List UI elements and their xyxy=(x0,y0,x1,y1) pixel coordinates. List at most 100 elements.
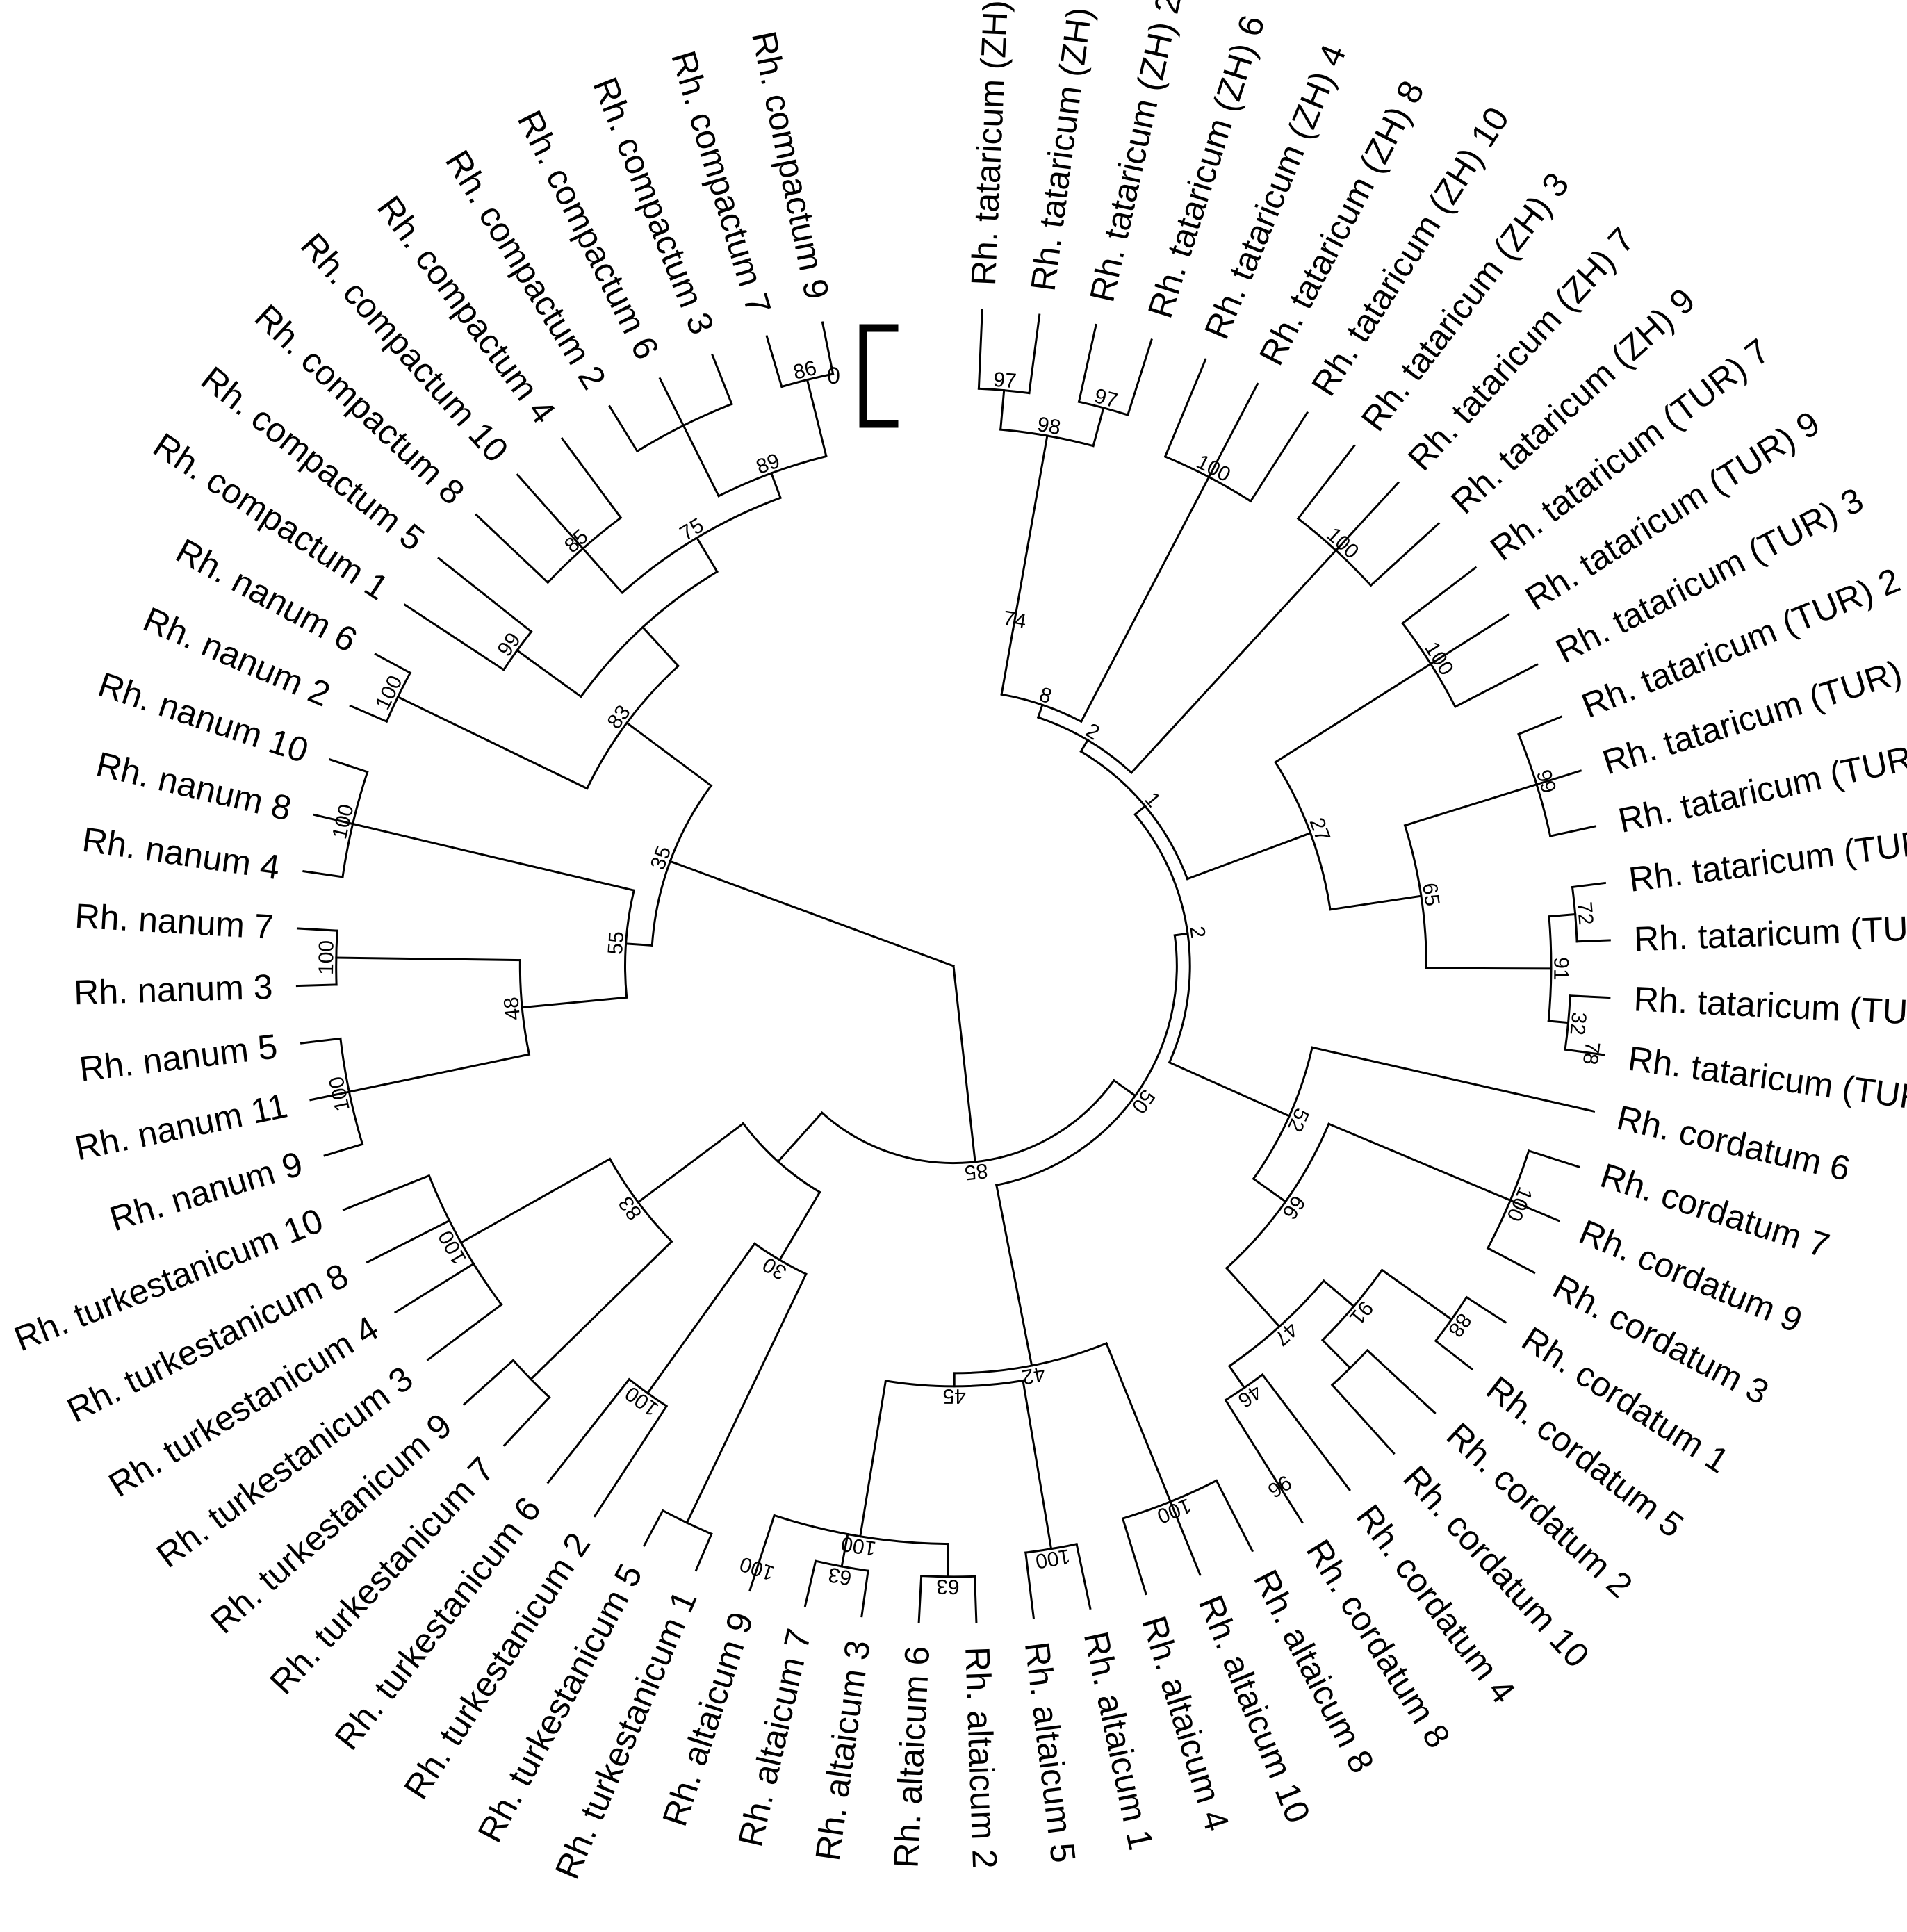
branch-radial xyxy=(711,354,733,406)
branch-radial xyxy=(502,1395,551,1447)
branch-radial xyxy=(1272,1476,1304,1524)
branch-arc xyxy=(628,1377,669,1408)
branch-radial xyxy=(1024,1551,1035,1619)
bootstrap-value: 85 xyxy=(963,1159,989,1184)
bootstrap-value: 100 xyxy=(1033,1544,1072,1573)
branch-radial xyxy=(342,1174,431,1211)
bootstrap-value: 100 xyxy=(1193,450,1234,486)
bootstrap-value: 63 xyxy=(826,1563,853,1590)
branch-arc xyxy=(1571,885,1578,943)
branch-radial xyxy=(309,1090,351,1102)
branch-radial xyxy=(1075,1543,1092,1610)
branch-radial xyxy=(593,1405,669,1518)
branch-radial xyxy=(1330,1383,1396,1455)
bootstrap-value: 99 xyxy=(493,629,525,661)
bootstrap-value: 65 xyxy=(1418,881,1444,908)
branch-radial xyxy=(1011,434,1049,631)
branch-radial xyxy=(1224,1398,1276,1480)
branch-arc xyxy=(385,671,412,723)
branch-radial xyxy=(1126,338,1153,416)
branch-radial xyxy=(625,721,713,787)
branch-radial xyxy=(693,869,955,967)
branch-radial xyxy=(1249,411,1309,503)
branch-radial xyxy=(1571,881,1607,889)
branch-radial xyxy=(917,1575,923,1623)
branch-radial xyxy=(521,996,628,1009)
leaf-label: Rh. tataricum (ZH) 5 xyxy=(1024,0,1104,293)
branch-radial xyxy=(1028,313,1041,395)
branch-radial xyxy=(581,547,624,595)
branch-radial xyxy=(803,1559,817,1607)
branch-radial xyxy=(1453,663,1539,709)
branch-radial xyxy=(300,1037,342,1045)
bootstrap-value: 83 xyxy=(614,1192,646,1224)
branch-arc xyxy=(502,630,533,671)
branch-arc xyxy=(546,516,623,584)
scale-bar: 0 xyxy=(827,324,899,428)
branch-radial xyxy=(1535,769,1582,786)
branch-radial xyxy=(1169,1500,1202,1576)
branch-arc xyxy=(1403,824,1427,969)
bootstrap-value: 100 xyxy=(1154,1493,1195,1528)
branch-radial xyxy=(396,695,589,790)
branch-arc xyxy=(1224,1373,1264,1402)
branch-radial xyxy=(1548,825,1597,837)
branch-radial xyxy=(323,1143,364,1157)
branch-radial xyxy=(1486,1246,1536,1275)
branch-radial xyxy=(642,1509,664,1547)
bootstrap-value: 100 xyxy=(328,802,359,841)
branch-radial xyxy=(637,1122,745,1204)
branch-radial xyxy=(1215,1479,1254,1553)
branch-arc xyxy=(650,784,713,947)
branch-radial xyxy=(529,1240,673,1381)
branch-arc xyxy=(579,570,719,698)
branch-radial xyxy=(374,653,412,675)
branch-radial xyxy=(1334,481,1400,552)
leaf-label: Rh. nanum 3 xyxy=(73,967,273,1013)
branch-arc xyxy=(753,1242,808,1276)
branch-radial xyxy=(1575,939,1611,943)
branch-radial xyxy=(1008,1248,1033,1367)
branch-radial xyxy=(646,1242,756,1395)
branch-radial xyxy=(1129,548,1338,775)
branch-radial xyxy=(765,335,783,388)
branch-arc xyxy=(1024,1543,1078,1554)
bootstrap-value: 50 xyxy=(1127,1086,1159,1118)
branch-arc xyxy=(339,1037,364,1146)
branch-arc xyxy=(1163,455,1252,503)
branch-radial xyxy=(351,822,636,892)
branch-radial xyxy=(1022,1379,1053,1550)
bootstrap-value: 32 xyxy=(1566,1011,1591,1036)
bootstrap-value: 88 xyxy=(1443,1309,1475,1341)
branch-arc xyxy=(335,929,338,986)
branch-arc xyxy=(661,1509,713,1536)
branch-radial xyxy=(1311,1046,1596,1113)
branch-radial xyxy=(1564,1048,1583,1054)
branch-arc xyxy=(1330,1348,1369,1387)
bootstrap-value: 100 xyxy=(840,1532,878,1560)
branch-arc xyxy=(1320,1268,1384,1342)
branch-radial xyxy=(778,1190,821,1262)
branch-arc xyxy=(585,664,680,790)
branch-arc xyxy=(1121,1479,1218,1520)
bootstrap-value: 2 xyxy=(1185,925,1209,940)
branch-arc xyxy=(427,1174,503,1307)
bootstrap-value: 91 xyxy=(1345,1296,1377,1329)
branch-arc xyxy=(1133,812,1191,1064)
branch-radial xyxy=(974,1575,978,1623)
branch-arc xyxy=(518,959,531,1056)
bootstrap-value: 42 xyxy=(1020,1361,1047,1389)
branch-radial xyxy=(1369,522,1441,587)
branch-radial xyxy=(1329,894,1423,911)
branch-radial xyxy=(1580,1050,1605,1056)
branch-radial xyxy=(516,473,584,550)
branch-radial xyxy=(1380,1268,1453,1321)
branch-arc xyxy=(820,1079,1115,1165)
branch-radial xyxy=(952,965,976,1163)
branch-radial xyxy=(475,513,550,584)
branch-arc xyxy=(780,373,835,388)
branch-arc xyxy=(953,1342,1108,1375)
branch-radial xyxy=(608,404,639,453)
branch-radial xyxy=(1527,1149,1580,1168)
branch-arc xyxy=(1434,1295,1468,1343)
